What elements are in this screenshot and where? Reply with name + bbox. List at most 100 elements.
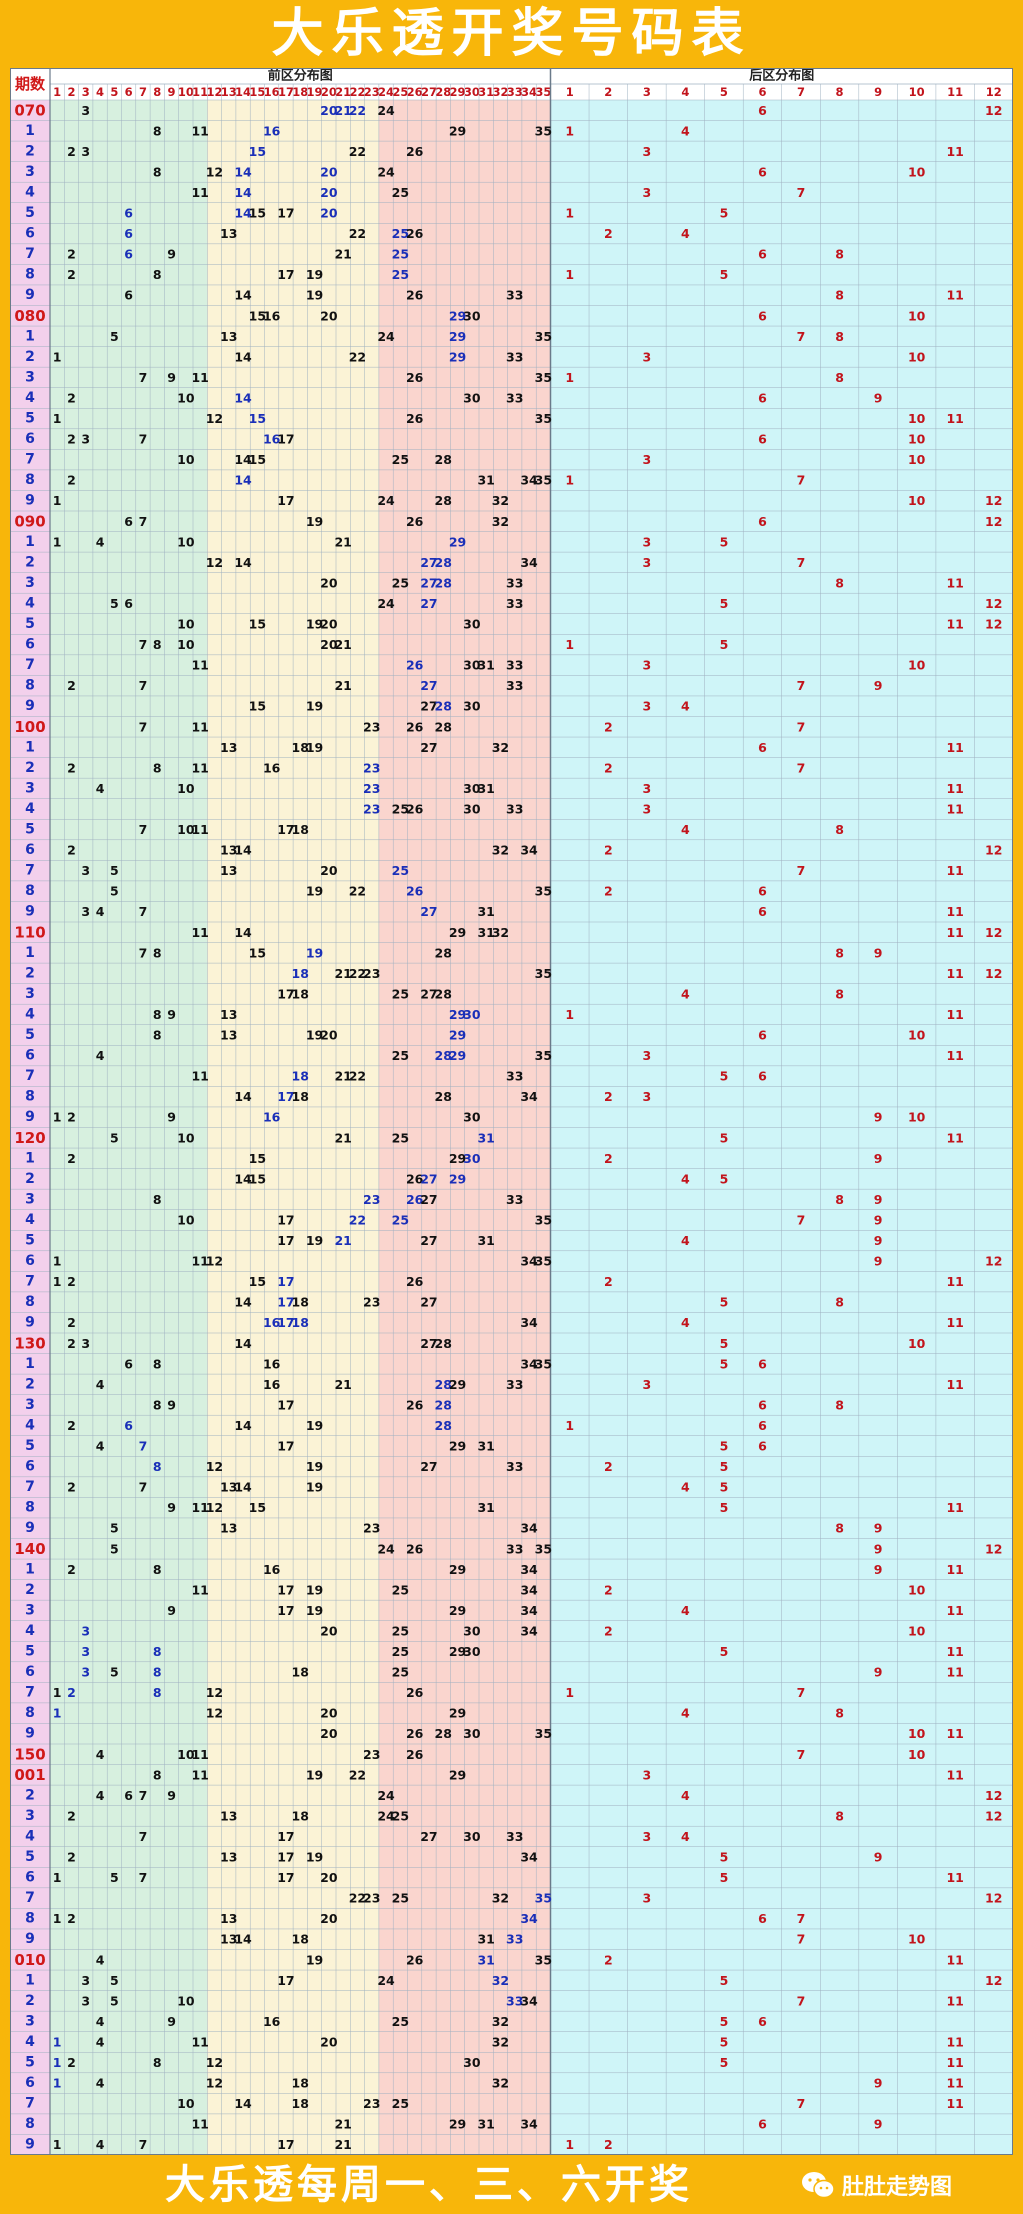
front-ball-30: 30 — [463, 390, 481, 405]
back-col-number-10: 10 — [909, 85, 925, 99]
period-label: 7 — [25, 1685, 35, 1701]
front-ball-27: 27 — [420, 1295, 437, 1310]
front-ball-9: 9 — [167, 1603, 176, 1618]
back-ball-2: 2 — [604, 843, 613, 858]
back-ball-7: 7 — [797, 678, 806, 693]
back-ball-11: 11 — [946, 2096, 963, 2111]
back-ball-11: 11 — [946, 904, 963, 919]
front-ball-34: 34 — [520, 1315, 538, 1330]
front-ball-11: 11 — [191, 1747, 208, 1762]
back-ball-8: 8 — [835, 1397, 844, 1412]
front-ball-2: 2 — [67, 144, 76, 159]
front-ball-2: 2 — [67, 1685, 76, 1700]
period-label: 1 — [25, 945, 35, 961]
front-ball-3: 3 — [81, 144, 90, 159]
front-ball-28: 28 — [435, 555, 452, 570]
front-ball-23: 23 — [363, 781, 380, 796]
front-ball-4: 4 — [96, 781, 105, 796]
front-ball-22: 22 — [349, 103, 366, 118]
back-ball-1: 1 — [565, 206, 574, 221]
front-ball-14: 14 — [234, 1171, 252, 1186]
front-ball-10: 10 — [177, 2096, 195, 2111]
front-ball-8: 8 — [153, 123, 162, 138]
period-label: 2 — [25, 1582, 35, 1598]
front-ball-5: 5 — [110, 884, 119, 899]
front-ball-34: 34 — [520, 1603, 538, 1618]
front-ball-34: 34 — [520, 473, 538, 488]
back-ball-6: 6 — [758, 1069, 767, 1084]
front-ball-27: 27 — [420, 986, 437, 1001]
front-ball-27: 27 — [420, 904, 437, 919]
back-ball-9: 9 — [874, 1151, 883, 1166]
front-ball-4: 4 — [96, 534, 105, 549]
front-ball-15: 15 — [249, 1151, 266, 1166]
front-col-number-2: 2 — [67, 85, 75, 99]
front-ball-23: 23 — [363, 2096, 380, 2111]
back-ball-4: 4 — [681, 699, 690, 714]
back-ball-3: 3 — [643, 1089, 652, 1104]
front-ball-2: 2 — [67, 1151, 76, 1166]
front-ball-12: 12 — [206, 2055, 223, 2070]
front-ball-20: 20 — [320, 1726, 338, 1741]
front-ball-13: 13 — [220, 1480, 237, 1495]
front-ball-33: 33 — [506, 1541, 523, 1556]
front-ball-17: 17 — [277, 1973, 294, 1988]
front-col-number-14: 14 — [235, 85, 251, 99]
back-col-number-9: 9 — [874, 85, 882, 99]
front-ball-28: 28 — [435, 1048, 452, 1063]
front-ball-17: 17 — [277, 493, 294, 508]
front-ball-14: 14 — [234, 473, 252, 488]
front-ball-24: 24 — [377, 1808, 395, 1823]
front-ball-26: 26 — [406, 144, 424, 159]
front-ball-28: 28 — [435, 986, 452, 1001]
front-ball-3: 3 — [81, 1993, 90, 2008]
front-ball-35: 35 — [535, 411, 552, 426]
front-ball-29: 29 — [449, 1603, 466, 1618]
front-col-number-21: 21 — [335, 85, 351, 99]
front-ball-14: 14 — [234, 452, 252, 467]
front-ball-26: 26 — [406, 1685, 424, 1700]
front-ball-17: 17 — [277, 1315, 294, 1330]
front-ball-3: 3 — [81, 1665, 90, 1680]
front-ball-8: 8 — [153, 1028, 162, 1043]
front-ball-15: 15 — [249, 699, 266, 714]
front-ball-7: 7 — [139, 719, 148, 734]
front-ball-34: 34 — [520, 1623, 538, 1638]
back-ball-2: 2 — [604, 760, 613, 775]
period-label: 7 — [25, 2096, 35, 2112]
front-ball-19: 19 — [306, 1582, 323, 1597]
back-ball-6: 6 — [758, 1356, 767, 1371]
front-ball-16: 16 — [263, 1110, 281, 1125]
back-ball-4: 4 — [681, 226, 690, 241]
period-label: 8 — [25, 883, 35, 899]
front-ball-11: 11 — [191, 1767, 208, 1782]
front-ball-8: 8 — [153, 164, 162, 179]
back-ball-6: 6 — [758, 904, 767, 919]
back-ball-8: 8 — [835, 1808, 844, 1823]
back-ball-12: 12 — [985, 1808, 1002, 1823]
front-ball-34: 34 — [520, 1993, 538, 2008]
front-ball-29: 29 — [449, 1562, 466, 1577]
back-ball-3: 3 — [643, 1767, 652, 1782]
front-ball-34: 34 — [520, 1089, 538, 1104]
front-ball-1: 1 — [53, 2137, 62, 2152]
front-ball-5: 5 — [110, 1541, 119, 1556]
front-ball-21: 21 — [334, 1377, 351, 1392]
back-ball-7: 7 — [797, 760, 806, 775]
front-col-number-12: 12 — [206, 85, 222, 99]
back-ball-5: 5 — [720, 2034, 729, 2049]
front-ball-10: 10 — [177, 452, 195, 467]
front-ball-30: 30 — [463, 617, 481, 632]
front-ball-33: 33 — [506, 1993, 523, 2008]
front-ball-16: 16 — [263, 1315, 281, 1330]
back-ball-12: 12 — [985, 1254, 1002, 1269]
back-ball-11: 11 — [946, 781, 963, 796]
period-label: 9 — [25, 1726, 35, 1742]
front-ball-4: 4 — [96, 1377, 105, 1392]
back-ball-7: 7 — [797, 329, 806, 344]
front-ball-10: 10 — [177, 534, 195, 549]
front-ball-1: 1 — [53, 493, 62, 508]
period-label: 4 — [25, 1417, 35, 1433]
back-ball-11: 11 — [946, 925, 963, 940]
